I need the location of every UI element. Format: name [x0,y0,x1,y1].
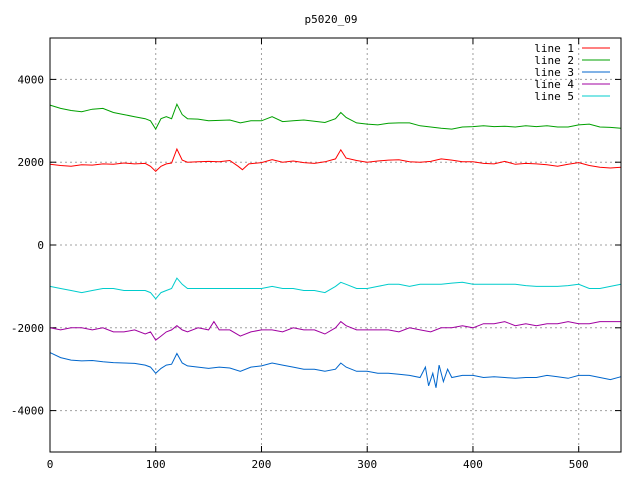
chart-title: p5020_09 [305,13,358,26]
axis-ticks [49,38,621,452]
y-tick-label: -4000 [11,405,44,418]
y-tick-label: 4000 [18,73,45,86]
series-1-line [49,147,622,172]
grid-lines [50,38,621,452]
y-tick-label: 0 [37,239,44,252]
x-tick-label: 500 [569,458,589,471]
plot-frame [49,37,622,453]
series-5-line [49,277,622,300]
y-tick-label: 2000 [18,156,45,169]
legend-label-3: line 3 [534,66,574,79]
x-tick-label: 100 [146,458,166,471]
tick-labels: 0 100 200 300 400 500 -4000 -2000 0 2000 4000 [11,73,589,471]
legend-label-5: line 5 [534,90,574,103]
x-tick-label: 0 [47,458,54,471]
x-tick-label: 300 [357,458,377,471]
x-tick-label: 400 [463,458,483,471]
legend-label-4: line 4 [534,78,574,91]
legend-label-1: line 1 [534,42,574,55]
series-lines [49,102,622,388]
series-2-line [49,102,622,131]
series-4-line [49,320,621,341]
series-3-line [49,352,622,388]
y-tick-label: -2000 [11,322,44,335]
legend-label-2: line 2 [534,54,574,67]
x-tick-label: 200 [252,458,272,471]
